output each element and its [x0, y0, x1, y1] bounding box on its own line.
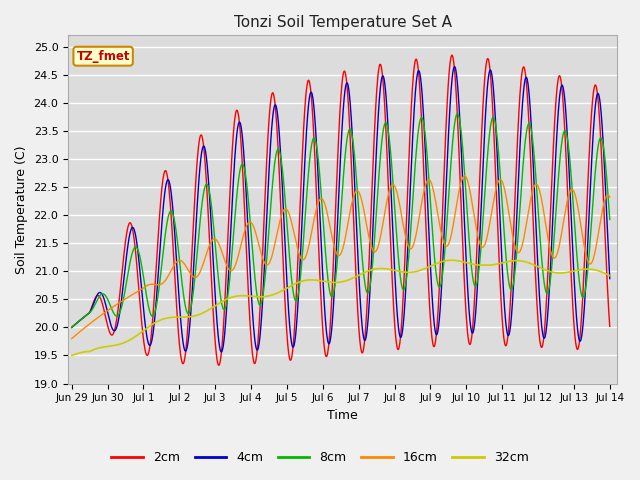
16cm [296, 253, 304, 259]
8cm [317, 186, 324, 192]
32cm [68, 353, 76, 359]
2cm [215, 362, 223, 368]
16cm [461, 173, 468, 179]
8cm [454, 111, 461, 117]
Y-axis label: Soil Temperature (C): Soil Temperature (C) [15, 145, 28, 274]
8cm [606, 216, 614, 222]
32cm [131, 334, 139, 339]
16cm [317, 196, 324, 202]
4cm [131, 231, 139, 237]
Line: 8cm: 8cm [72, 114, 610, 327]
2cm [374, 70, 382, 76]
4cm [296, 255, 304, 261]
32cm [606, 273, 614, 278]
4cm [374, 113, 382, 119]
Title: Tonzi Soil Temperature Set A: Tonzi Soil Temperature Set A [234, 15, 452, 30]
8cm [131, 244, 139, 250]
Line: 16cm: 16cm [72, 176, 610, 338]
8cm [296, 278, 304, 284]
4cm [451, 64, 458, 70]
32cm [374, 266, 381, 272]
16cm [374, 244, 381, 250]
8cm [109, 310, 117, 315]
Text: TZ_fmet: TZ_fmet [76, 50, 130, 63]
32cm [317, 278, 324, 284]
16cm [307, 232, 315, 238]
2cm [448, 52, 456, 58]
X-axis label: Time: Time [327, 409, 358, 422]
2cm [109, 331, 117, 336]
32cm [447, 257, 455, 263]
4cm [317, 240, 325, 246]
2cm [606, 324, 614, 329]
32cm [307, 277, 315, 283]
32cm [109, 343, 117, 348]
2cm [296, 197, 304, 203]
16cm [109, 304, 117, 310]
16cm [606, 194, 614, 200]
2cm [131, 246, 139, 252]
2cm [317, 300, 325, 305]
32cm [296, 279, 304, 285]
4cm [109, 327, 117, 333]
Line: 2cm: 2cm [72, 55, 610, 365]
8cm [374, 187, 381, 193]
16cm [68, 336, 76, 341]
2cm [308, 96, 316, 101]
Legend: 2cm, 4cm, 8cm, 16cm, 32cm: 2cm, 4cm, 8cm, 16cm, 32cm [106, 446, 534, 469]
2cm [68, 324, 76, 330]
8cm [307, 145, 315, 151]
Line: 4cm: 4cm [72, 67, 610, 352]
16cm [131, 290, 139, 296]
4cm [606, 276, 614, 281]
4cm [218, 349, 225, 355]
4cm [68, 324, 76, 330]
8cm [68, 324, 76, 330]
Line: 32cm: 32cm [72, 260, 610, 356]
4cm [308, 90, 316, 96]
